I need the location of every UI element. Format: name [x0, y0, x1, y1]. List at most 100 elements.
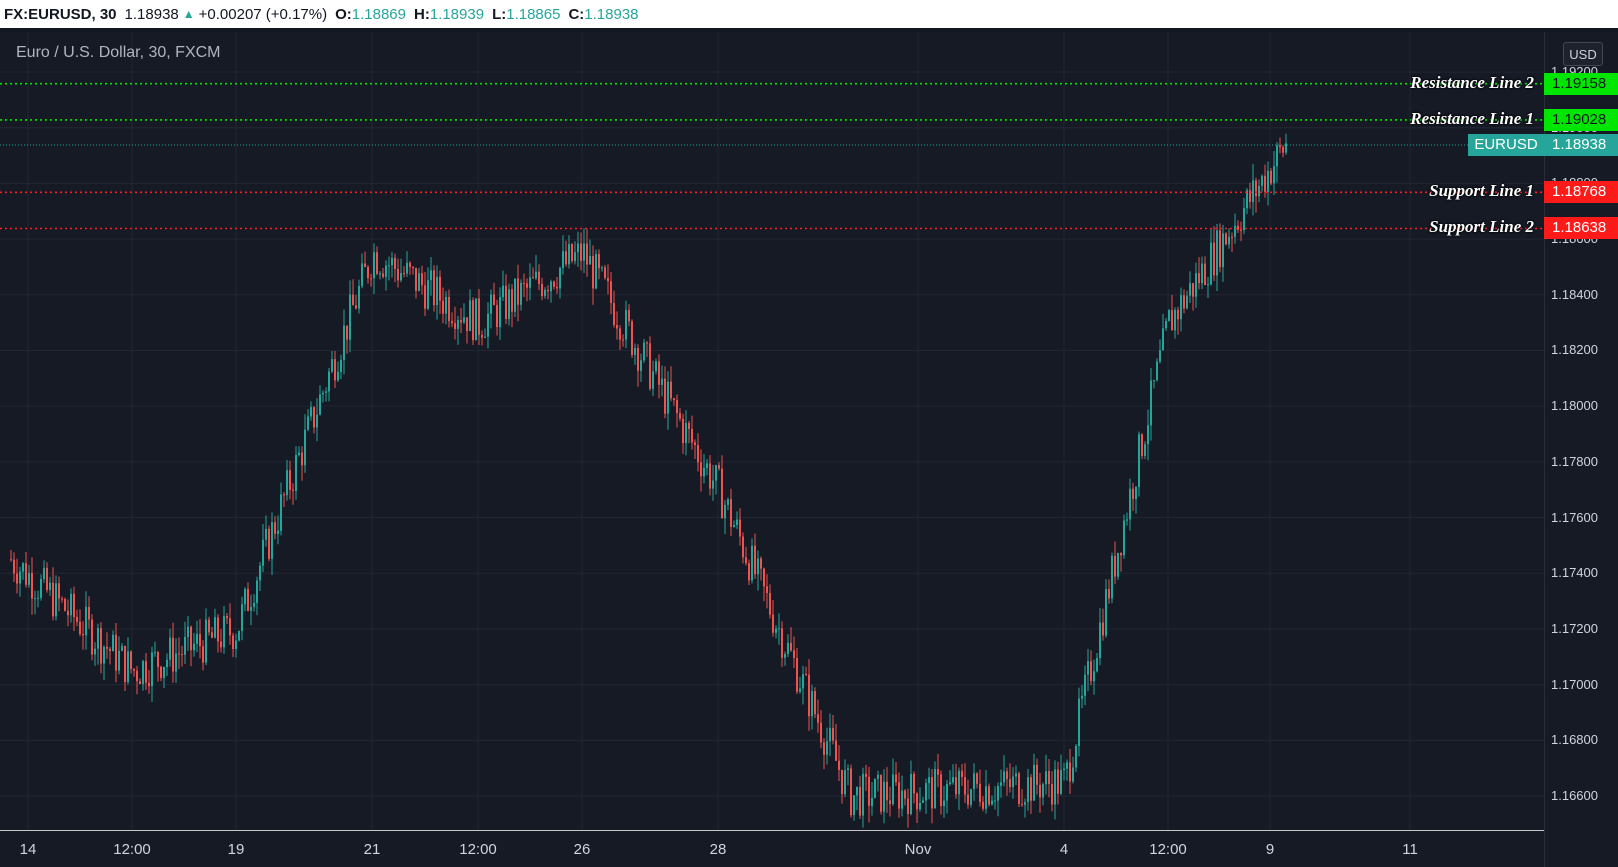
candle: [1009, 763, 1011, 793]
candle-body: [634, 348, 636, 356]
resistance-line-1-price-tag: 1.19028: [1544, 108, 1618, 131]
time-axis[interactable]: [0, 830, 1544, 867]
candle-body: [469, 300, 471, 332]
candle-body: [556, 286, 558, 289]
candle: [571, 242, 573, 264]
candle: [379, 271, 381, 280]
candle: [64, 597, 66, 612]
candle-body: [619, 328, 621, 340]
candle-body: [1207, 284, 1209, 286]
candle: [196, 620, 198, 653]
candle-body: [847, 768, 849, 771]
candle: [259, 561, 261, 592]
candle-body: [934, 769, 936, 809]
chart-pane[interactable]: [0, 32, 1544, 830]
candle-body: [1030, 777, 1032, 801]
candle-body: [658, 361, 660, 385]
candle: [76, 609, 78, 627]
candle-body: [256, 580, 258, 603]
candle-body: [895, 774, 897, 783]
candle: [40, 574, 42, 601]
candle: [1060, 754, 1062, 796]
candle: [55, 575, 57, 621]
candle: [595, 249, 597, 290]
candle: [250, 594, 252, 626]
candle: [874, 778, 876, 799]
candle-body: [187, 626, 189, 638]
candle: [1270, 168, 1272, 186]
candle-body: [523, 282, 525, 284]
candle: [388, 256, 390, 281]
candle: [988, 783, 990, 807]
candle-body: [811, 691, 813, 717]
candle: [784, 651, 786, 666]
candle: [682, 413, 684, 454]
candle: [1150, 367, 1152, 441]
candle: [745, 546, 747, 566]
candle: [892, 758, 894, 806]
candle: [739, 508, 741, 546]
candle: [97, 623, 99, 665]
candle: [754, 533, 756, 579]
candle-body: [565, 251, 567, 265]
candle: [1162, 313, 1164, 351]
candle: [322, 390, 324, 403]
candle: [601, 265, 603, 272]
candle: [514, 278, 516, 317]
candle-body: [1060, 770, 1062, 794]
candle-body: [124, 645, 126, 683]
candle: [370, 273, 372, 287]
candle: [346, 325, 348, 354]
price-chart[interactable]: [0, 32, 1544, 830]
candle: [34, 590, 36, 615]
candle: [580, 232, 582, 271]
candle-body: [931, 777, 933, 809]
candle-body: [946, 783, 948, 801]
candle: [847, 764, 849, 786]
candle-body: [1273, 166, 1275, 184]
candle-body: [421, 273, 423, 286]
candle-body: [43, 567, 45, 580]
candle-body: [739, 519, 741, 537]
candle: [1057, 761, 1059, 805]
price-scale[interactable]: [1544, 32, 1618, 830]
candle-body: [718, 465, 720, 469]
candle-body: [823, 742, 825, 755]
candle-body: [670, 381, 672, 399]
ohlc-header: FX:EURUSD, 30 1.18938 ▲ +0.00207 (+0.17%…: [0, 0, 1618, 28]
candle-body: [1276, 145, 1278, 167]
candle-body: [505, 285, 507, 320]
candle: [1255, 177, 1257, 213]
candle-body: [154, 652, 156, 654]
candle: [157, 650, 159, 682]
candle: [235, 633, 237, 658]
candle: [46, 562, 48, 593]
candle: [1258, 179, 1260, 203]
candle-body: [958, 770, 960, 795]
candle: [1096, 653, 1098, 673]
candle: [292, 483, 294, 505]
candle-body: [679, 413, 681, 419]
candle: [616, 311, 618, 340]
candle: [736, 511, 738, 530]
candle-body: [1120, 552, 1122, 556]
candle-body: [832, 727, 834, 741]
candle-body: [760, 558, 762, 569]
currency-button[interactable]: USD: [1563, 42, 1603, 66]
candle-body: [247, 588, 249, 611]
price-tick-label: 1.17200: [1551, 620, 1598, 636]
time-tick-label: 12:00: [1149, 841, 1187, 858]
candle: [1051, 771, 1053, 812]
candle: [949, 770, 951, 786]
symbol-label[interactable]: FX:EURUSD, 30: [4, 5, 117, 23]
candle-body: [1072, 767, 1074, 782]
candle-body: [76, 617, 78, 622]
candle-body: [595, 254, 597, 289]
candle-body: [1054, 769, 1056, 805]
time-tick-label: 12:00: [113, 841, 151, 858]
candle: [904, 789, 906, 806]
candle-body: [676, 400, 678, 414]
candle-body: [688, 422, 690, 429]
candle: [910, 760, 912, 816]
candle: [778, 613, 780, 645]
